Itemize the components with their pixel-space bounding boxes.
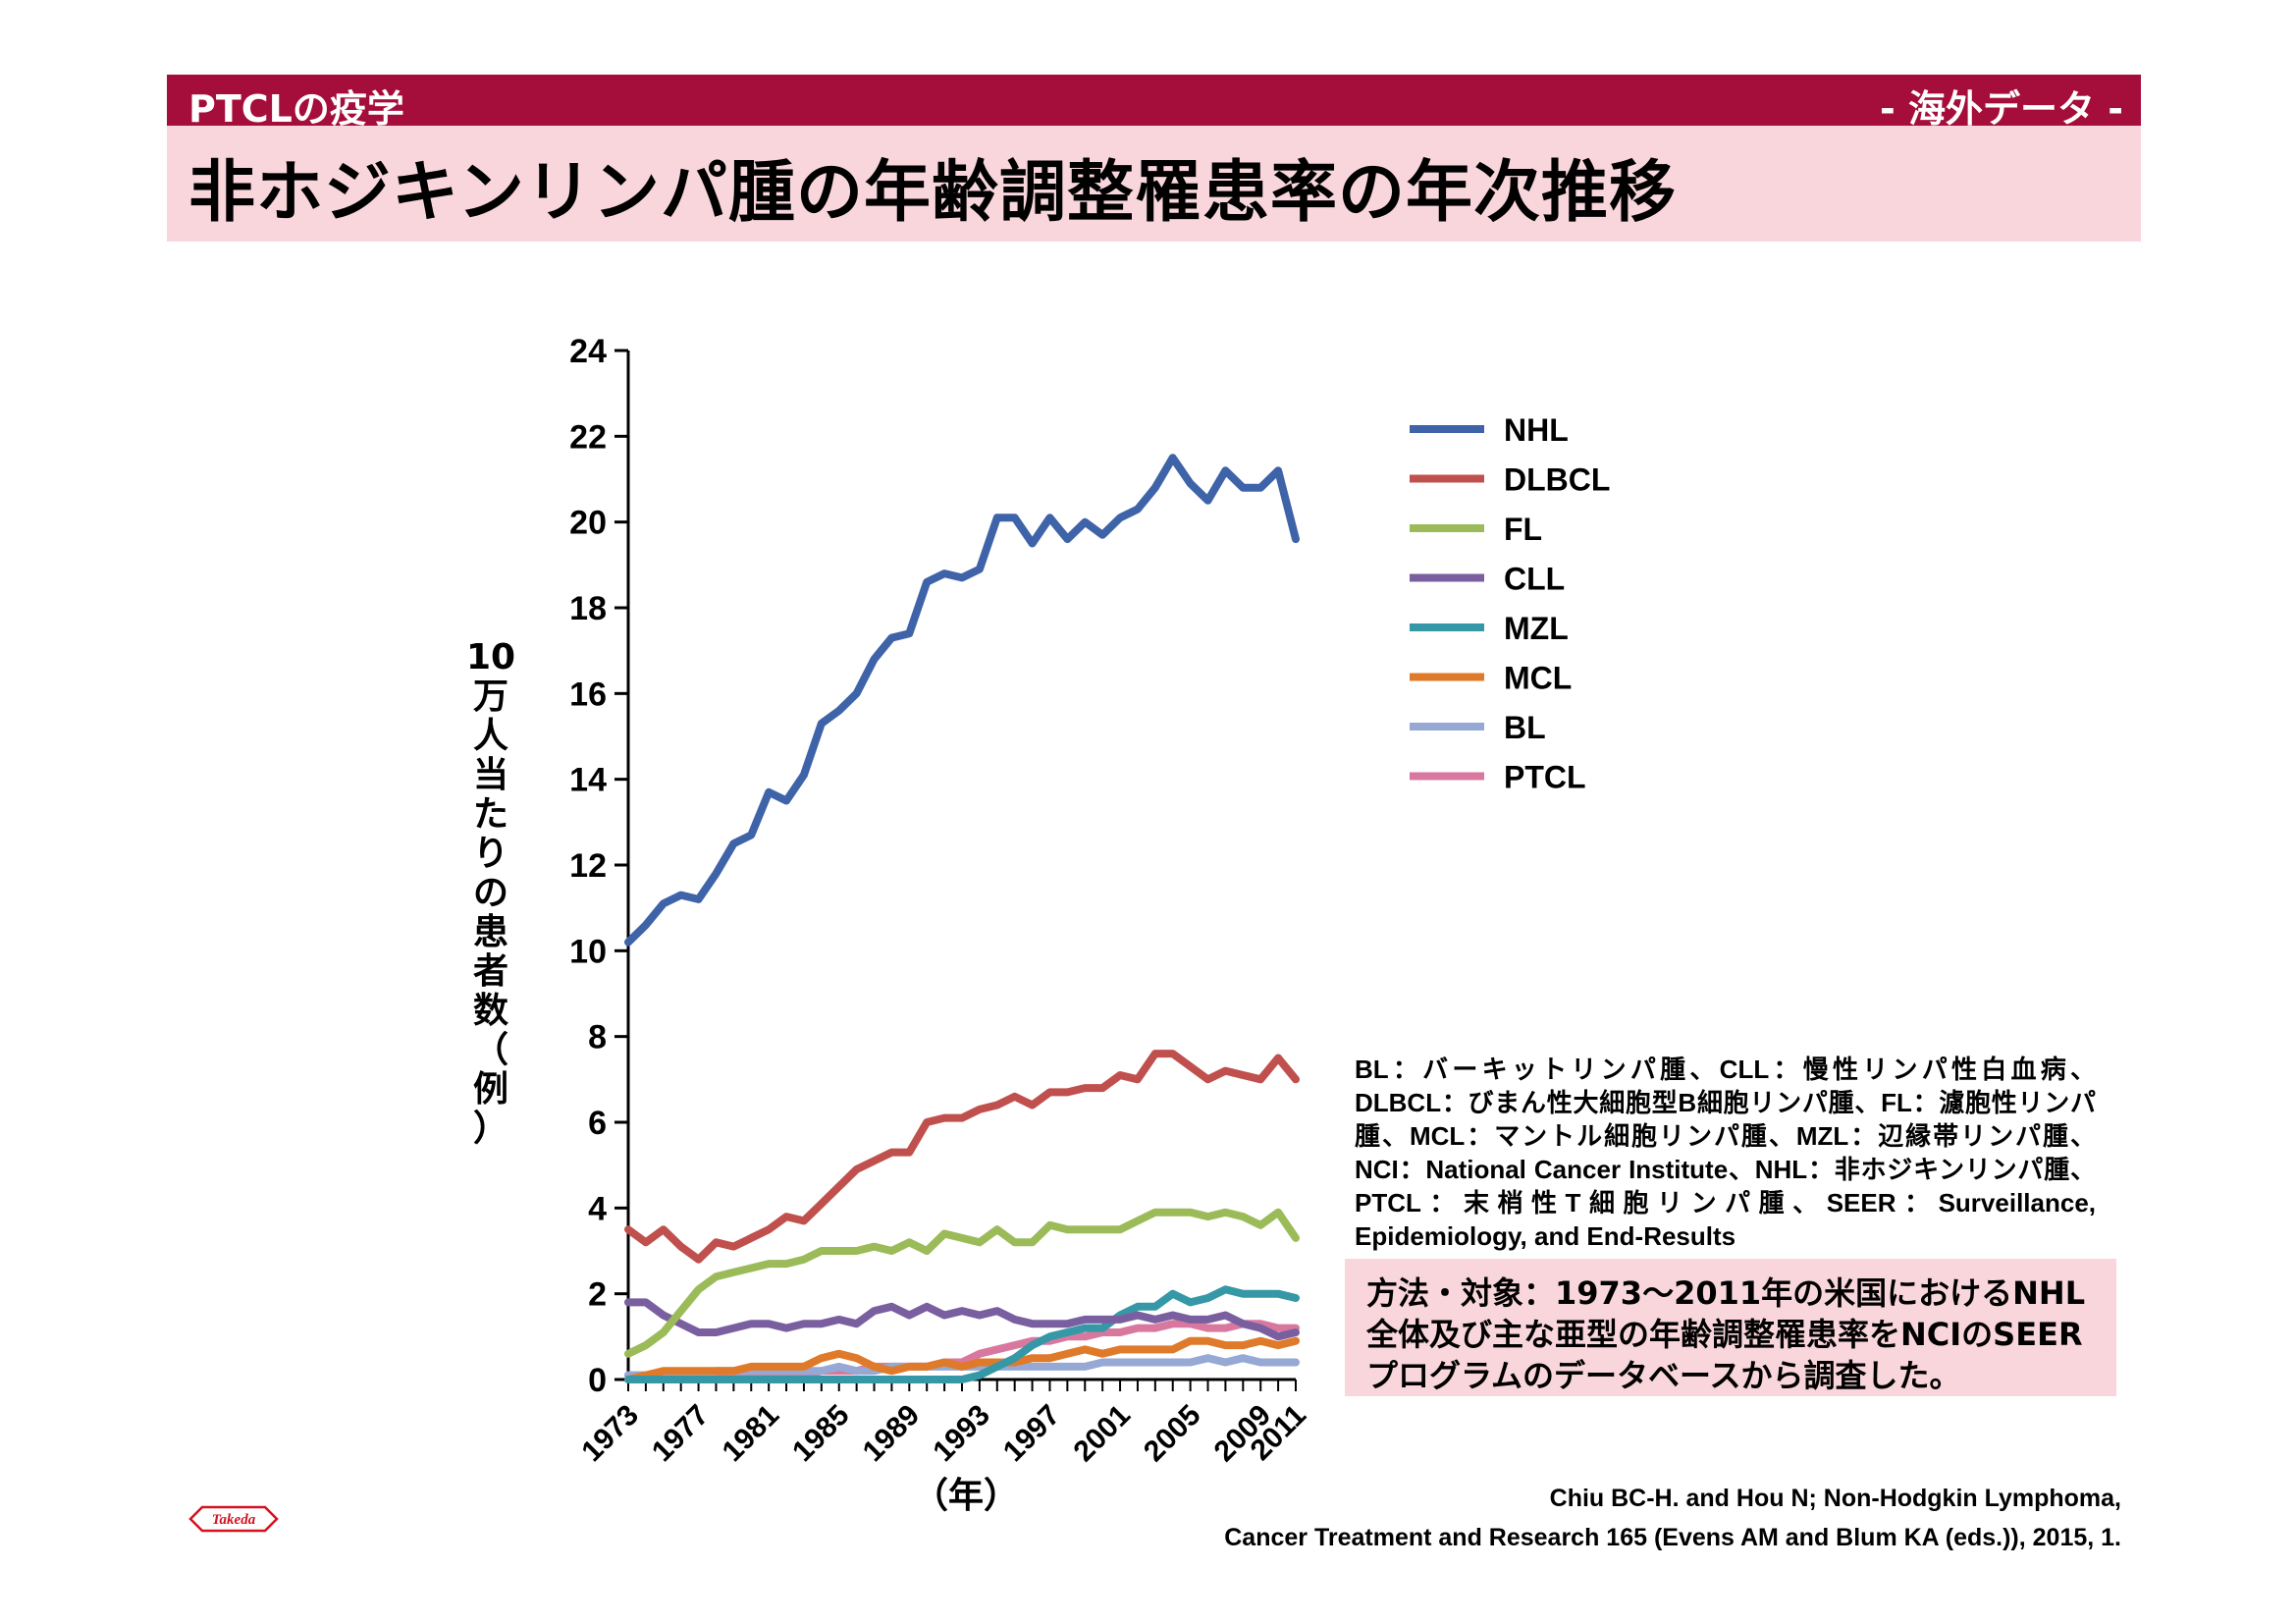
y-tick-label: 8 — [588, 1019, 607, 1056]
y-tick-label: 18 — [569, 590, 607, 627]
y-tick-label: 10 — [569, 933, 607, 970]
x-tick-label: 1985 — [786, 1399, 856, 1469]
legend-label-mcl: MCL — [1504, 661, 1572, 696]
legend-label-dlbcl: DLBCL — [1504, 462, 1610, 498]
y-tick-label: 22 — [569, 418, 607, 456]
logo-wordmark: Takeda — [212, 1512, 256, 1528]
x-axis-label: （年） — [913, 1476, 1020, 1516]
x-tick-label: 1989 — [857, 1399, 927, 1469]
abbreviation-note: BL：バーキットリンパ腫、CLL：慢性リンパ性白血病、DLBCL：びまん性大細胞… — [1355, 1055, 2096, 1251]
x-tick-label: 2001 — [1067, 1399, 1137, 1469]
x-tick-label: 1993 — [927, 1399, 996, 1469]
y-tick-label: 20 — [569, 505, 607, 542]
legend-label-ptcl: PTCL — [1504, 760, 1586, 795]
legend-label-fl: FL — [1504, 512, 1542, 547]
y-axis-label: 10 万人当たりの患者数（例） — [465, 637, 516, 1149]
takeda-logo: Takeda — [188, 1505, 279, 1533]
header-bar: PTCLの疫学 - 海外データ - — [167, 75, 2141, 131]
page-title: 非ホジキンリンパ腫の年齢調整罹患率の年次推移 — [188, 154, 1677, 232]
x-tick-label: 2005 — [1138, 1399, 1207, 1469]
legend-label-bl: BL — [1504, 710, 1546, 745]
y-tick-label: 6 — [588, 1105, 607, 1142]
method-box: 方法・対象：1973～2011年の米国におけるNHL全体及び主な亜型の年齢調整罹… — [1345, 1259, 2116, 1396]
legend-label-nhl: NHL — [1504, 412, 1569, 448]
y-tick-label: 4 — [588, 1190, 607, 1227]
legend-label-cll: CLL — [1504, 562, 1565, 597]
series-line-mzl — [624, 1285, 1300, 1383]
method-text: 方法・対象：1973～2011年の米国におけるNHL全体及び主な亜型の年齢調整罹… — [1366, 1274, 2086, 1394]
data-region-tag: - 海外データ - — [1879, 87, 2123, 131]
x-tick-label: 1973 — [575, 1399, 645, 1469]
series-line-nhl — [624, 454, 1300, 947]
citation-line-1: Chiu BC-H. and Hou N; Non-Hodgkin Lympho… — [1549, 1485, 2121, 1512]
y-tick-label: 16 — [569, 676, 607, 713]
x-tick-label: 1977 — [646, 1399, 716, 1469]
series-line-ptcl — [624, 1320, 1300, 1380]
section-label: PTCLの疫学 — [188, 87, 404, 131]
series-line-dlbcl — [624, 1050, 1300, 1264]
citation-line-2: Cancer Treatment and Research 165 (Evens… — [1224, 1524, 2121, 1551]
y-tick-label: 12 — [569, 847, 607, 885]
citation: Chiu BC-H. and Hou N; Non-Hodgkin Lympho… — [1224, 1479, 2121, 1557]
y-tick-label: 14 — [569, 762, 607, 799]
y-tick-label: 24 — [569, 333, 607, 370]
series-line-fl — [624, 1208, 1300, 1358]
y-tick-label: 2 — [588, 1276, 607, 1314]
title-band: 非ホジキンリンパ腫の年齢調整罹患率の年次推移 — [167, 126, 2141, 242]
legend-label-mzl: MZL — [1504, 611, 1569, 646]
x-tick-label: 1997 — [997, 1399, 1067, 1469]
x-tick-label: 1981 — [717, 1399, 786, 1469]
series-line-mcl — [624, 1336, 1300, 1383]
y-tick-label: 0 — [588, 1362, 607, 1399]
series-line-cll — [624, 1298, 1300, 1341]
